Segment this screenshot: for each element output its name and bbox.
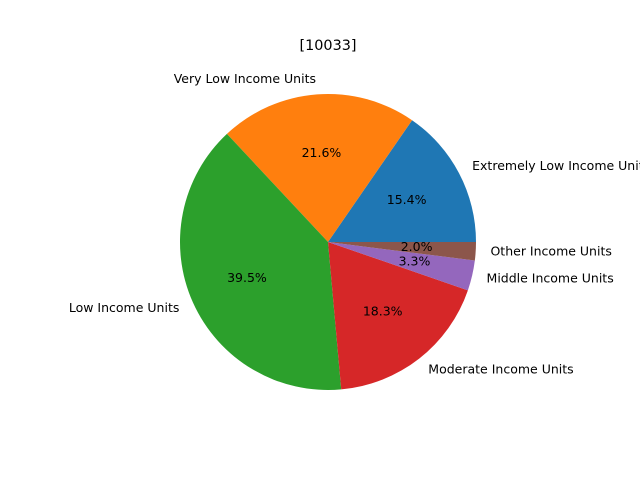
category-label-moderate-income-units: Moderate Income Units <box>428 362 573 377</box>
pie-slice-moderate-income-units <box>328 242 468 390</box>
pie-slice-extremely-low-income-units <box>328 120 476 242</box>
category-label-middle-income-units: Middle Income Units <box>487 270 614 285</box>
category-label-very-low-income-units: Very Low Income Units <box>174 71 316 86</box>
pie-slice-middle-income-units <box>328 242 475 291</box>
percent-labels: 15.4% 21.6% 39.5% 18.3% 3.3%2.0% <box>227 145 433 319</box>
pie-slice-very-low-income-units <box>226 94 413 243</box>
category-labels: Extremely Low Income Units Very Low Incom… <box>69 71 640 377</box>
category-label-extremely-low-income-units: Extremely Low Income Units <box>472 158 640 173</box>
percent-label-middle-income-units: 3.3% <box>399 254 431 269</box>
percent-label-very-low-income-units: 21.6% <box>302 145 342 160</box>
percent-label-other-income-units: 2.0% <box>401 239 433 254</box>
percent-label-moderate-income-units: 18.3% <box>363 303 403 318</box>
chart-title: [10033] <box>299 38 356 54</box>
pie-slice-other-income-units <box>328 242 476 261</box>
pie-slices <box>180 94 476 391</box>
percent-label-extremely-low-income-units: 15.4% <box>387 192 427 207</box>
pie-slice-low-income-units <box>180 133 342 391</box>
category-label-other-income-units: Other Income Units <box>490 244 611 259</box>
percent-label-low-income-units: 39.5% <box>227 270 267 285</box>
category-label-low-income-units: Low Income Units <box>69 300 180 315</box>
